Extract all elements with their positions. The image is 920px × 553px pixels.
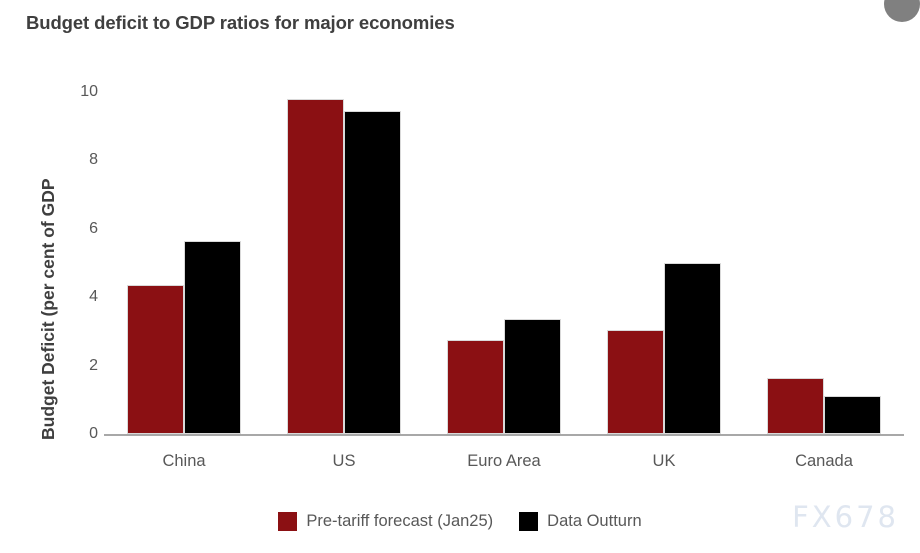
bar-canada-0	[767, 377, 824, 434]
bar-china-0	[127, 285, 184, 434]
bars-layer	[104, 92, 904, 434]
chart-legend: Pre-tariff forecast (Jan25) Data Outturn	[0, 512, 920, 531]
legend-item-0[interactable]: Pre-tariff forecast (Jan25)	[278, 512, 493, 531]
page-title: Budget deficit to GDP ratios for major e…	[26, 12, 455, 33]
y-tick-label: 6	[89, 219, 98, 237]
bar-uk-1	[664, 263, 721, 434]
bar-canada-1	[824, 396, 881, 434]
legend-label: Pre-tariff forecast (Jan25)	[306, 512, 494, 530]
watermark: FX678	[792, 500, 899, 534]
corner-circle-decoration	[884, 0, 920, 22]
y-tick-label: 8	[89, 151, 98, 169]
y-tick-label: 4	[89, 288, 98, 306]
y-tick-label: 2	[89, 356, 98, 374]
x-axis-line	[104, 434, 904, 436]
bar-euro-area-0	[447, 339, 504, 434]
x-tick-label: Euro Area	[467, 452, 541, 470]
y-tick-label: 0	[89, 425, 98, 442]
x-axis-ticks: China US Euro Area UK Canada	[104, 452, 904, 478]
bar-euro-area-1	[504, 319, 561, 434]
bar-china-1	[184, 240, 241, 434]
y-axis-ticks: 0 2 4 6 8 10	[60, 83, 98, 442]
x-tick-label: Canada	[795, 452, 853, 470]
bar-us-0	[287, 98, 344, 434]
legend-swatch-icon	[278, 512, 298, 531]
x-tick-label: UK	[652, 452, 676, 470]
legend-swatch-icon	[519, 512, 539, 531]
x-tick-label: US	[332, 452, 356, 470]
y-tick-label: 10	[80, 83, 98, 100]
bar-us-1	[344, 110, 401, 434]
bar-uk-0	[607, 329, 664, 434]
x-tick-label: China	[162, 452, 206, 470]
legend-item-1[interactable]: Data Outturn	[519, 512, 642, 531]
legend-label: Data Outturn	[547, 512, 642, 530]
